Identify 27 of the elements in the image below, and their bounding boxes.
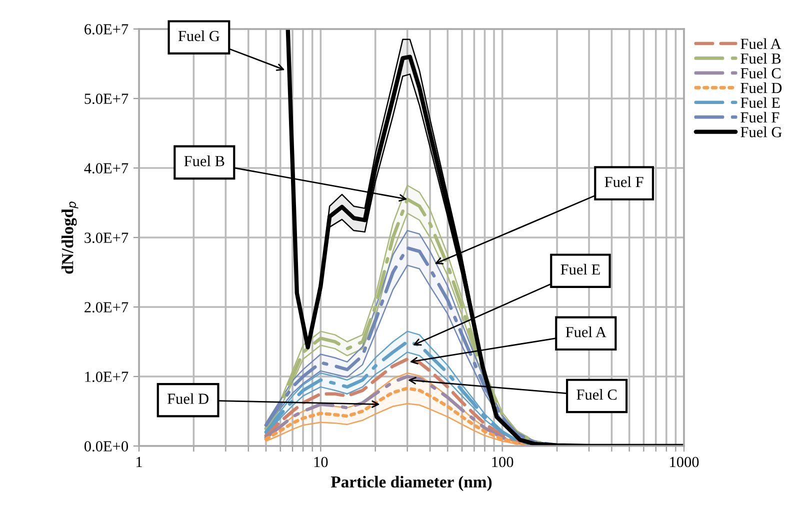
x-axis-title: Particle diameter (nm) xyxy=(330,476,492,491)
annotation: Fuel G xyxy=(178,30,220,42)
annotation: Fuel D xyxy=(167,393,208,404)
annotation: Fuel B xyxy=(184,156,224,166)
annotation: Fuel E xyxy=(560,264,600,275)
annotation: Fuel C xyxy=(576,389,617,400)
x-tick-label: 10 xyxy=(314,456,328,468)
x-tick-label: 1 xyxy=(136,456,142,468)
y-tick-label: 1.0E+7 xyxy=(85,372,128,382)
y-axis-title: dN/dlogd$_{p}$ xyxy=(62,202,78,274)
y-tick-label: 5.0E+7 xyxy=(84,94,128,104)
y-tick-label: 6.0E+7 xyxy=(84,24,128,35)
y-tick-label: 0.0E+0 xyxy=(84,441,128,452)
y-tick-label: 3.0E+7 xyxy=(84,232,128,244)
y-tick-label: 4.0E+7 xyxy=(84,163,128,174)
legend-label: Fuel D xyxy=(740,82,782,94)
annotation: Fuel F xyxy=(604,176,644,188)
x-tick-label: 100 xyxy=(492,456,514,468)
legend-label: Fuel A xyxy=(740,38,782,50)
annotation: Fuel A xyxy=(566,326,606,338)
legend-label: Fuel C xyxy=(740,68,781,78)
legend-label: Fuel E xyxy=(740,97,780,108)
x-tick-label: 1000 xyxy=(670,456,699,468)
y-tick-label: 2.0E+7 xyxy=(84,302,128,313)
legend-label: Fuel F xyxy=(740,112,780,123)
legend-label: Fuel B xyxy=(740,52,781,64)
legend-label: Fuel G xyxy=(740,126,782,138)
